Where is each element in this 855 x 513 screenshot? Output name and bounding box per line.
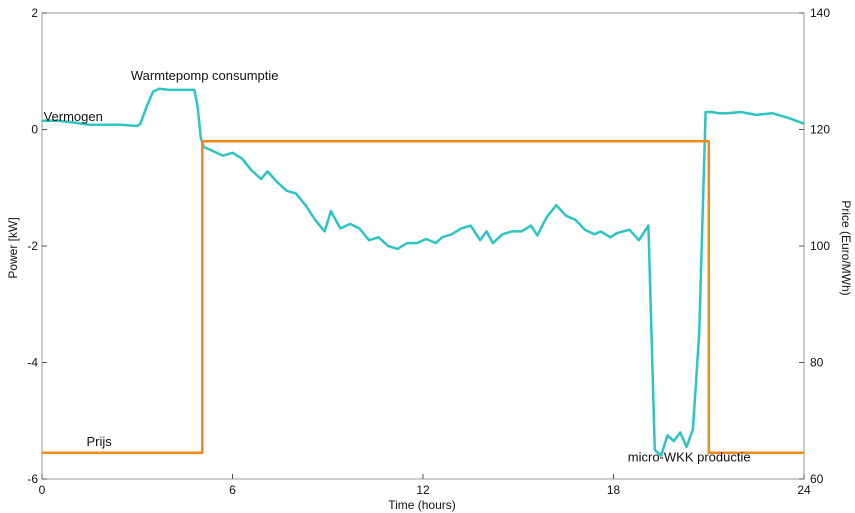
y2-tick-label: 60 xyxy=(810,472,824,486)
annotation-layer: Vermogen Warmtepomp consumptie Prijs micro-… xyxy=(44,68,751,465)
annotation-label: micro-WKK productie xyxy=(628,450,751,465)
y2-axis-title: Price (Euro/MWh) xyxy=(839,200,853,295)
price-line xyxy=(42,139,804,455)
annotation-label: Warmtepomp consumptie xyxy=(131,68,279,83)
y-tick-label: -4 xyxy=(27,356,38,370)
x-tick-label: 18 xyxy=(607,483,621,497)
y2-tick-label: 80 xyxy=(810,356,824,370)
power-line xyxy=(42,87,805,457)
y-tick-label: 0 xyxy=(31,123,38,137)
y2-tick-label: 140 xyxy=(810,6,830,20)
x-tick-label: 6 xyxy=(229,483,236,497)
x-tick-label: 0 xyxy=(39,483,46,497)
x-tick-label: 24 xyxy=(797,483,811,497)
y-tick-label: -2 xyxy=(27,239,38,253)
ticks-layer xyxy=(41,12,805,480)
labels-layer: 0 6 12 18 24 -6 -4 -2 0 2 60 80 100 120 140 xyxy=(27,6,830,497)
y-tick-label: 2 xyxy=(31,6,38,20)
y-axis-title: Power [kW] xyxy=(6,217,20,278)
annotation-label: Vermogen xyxy=(44,109,103,124)
x-tick-label: 12 xyxy=(416,483,430,497)
x-axis-title: Time (hours) xyxy=(388,498,456,512)
y2-tick-label: 100 xyxy=(810,239,830,253)
y-tick-label: -6 xyxy=(27,472,38,486)
series-layer xyxy=(42,87,805,457)
annotation-label: Prijs xyxy=(86,434,112,449)
y2-tick-label: 120 xyxy=(810,123,830,137)
